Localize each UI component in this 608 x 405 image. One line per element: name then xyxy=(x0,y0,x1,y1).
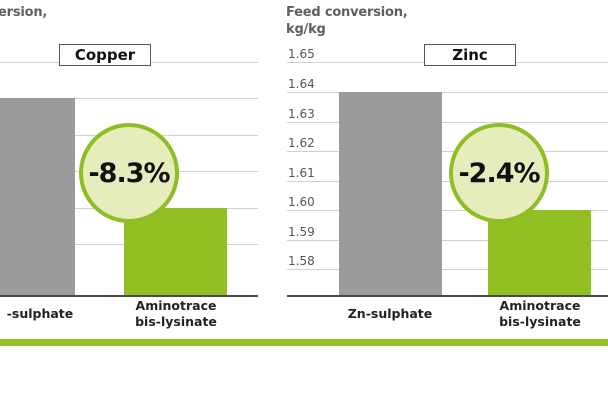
x-axis-baseline xyxy=(287,295,608,297)
difference-bubble-zinc: -2.4% xyxy=(449,123,549,223)
category-label-line: Aminotrace xyxy=(499,298,581,313)
y-tick: 1.62 xyxy=(288,136,315,150)
difference-label: -8.3% xyxy=(88,157,170,189)
y-tick: 1.63 xyxy=(288,107,315,121)
bar-aminotrace-zinc xyxy=(488,210,591,296)
difference-label: -2.4% xyxy=(458,157,540,189)
chart-title-zinc: Zinc xyxy=(424,44,516,66)
gridline xyxy=(287,240,608,241)
y-axis-title-line: kg/kg xyxy=(286,22,326,37)
chart-title-copper: Copper xyxy=(59,44,151,66)
category-label: -sulphate xyxy=(6,306,74,321)
y-tick: 1.59 xyxy=(288,225,315,239)
y-tick: 1.58 xyxy=(288,254,315,268)
gridline xyxy=(287,151,608,152)
gridline xyxy=(287,210,608,211)
category-label: Zn-sulphate xyxy=(347,306,433,321)
y-tick: 1.64 xyxy=(288,77,315,91)
category-label-line: bis-lysinate xyxy=(499,314,581,329)
y-axis-title-line: Feed conversion, xyxy=(286,5,408,20)
gridline xyxy=(287,122,608,123)
bar-zn-sulphate xyxy=(339,92,442,296)
category-label-line: Aminotrace xyxy=(135,298,217,313)
gridline xyxy=(287,92,608,93)
green-divider-band xyxy=(0,339,608,346)
y-tick: 1.60 xyxy=(288,195,315,209)
gridline xyxy=(287,269,608,270)
gridline xyxy=(287,181,608,182)
left-y-axis-title: ersion, xyxy=(0,5,48,20)
category-label-line: bis-lysinate xyxy=(135,314,217,329)
y-tick: 1.61 xyxy=(288,166,315,180)
y-tick: 1.65 xyxy=(288,47,315,61)
bar-aminotrace-copper xyxy=(124,208,227,296)
category-label: Aminotrace bis-lysinate xyxy=(480,298,600,330)
gridline xyxy=(0,98,258,99)
x-axis-baseline xyxy=(0,295,258,297)
bar-cu-sulphate xyxy=(0,98,75,296)
difference-bubble-copper: -8.3% xyxy=(79,123,179,223)
right-y-axis-title: Feed conversion, kg/kg xyxy=(286,4,408,38)
category-label: Aminotrace bis-lysinate xyxy=(116,298,236,330)
